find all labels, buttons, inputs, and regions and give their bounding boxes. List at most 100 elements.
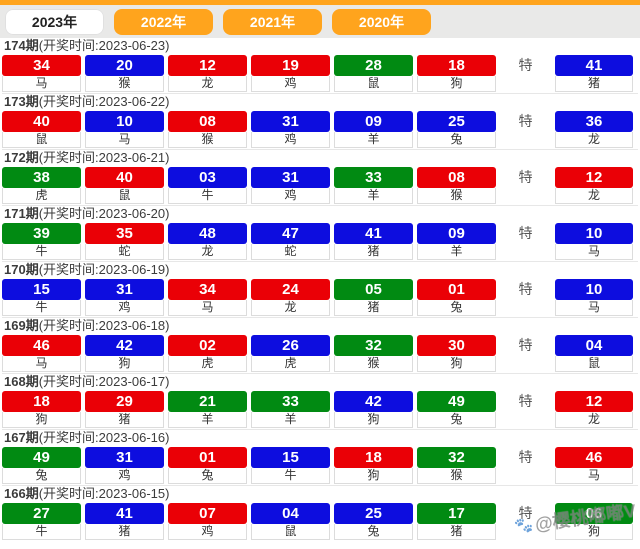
ball-zodiac: 猪 xyxy=(334,244,413,260)
ball-zodiac: 兔 xyxy=(417,132,496,148)
special-ball-cell: 10 马 xyxy=(555,279,633,316)
ball-cell: 04 鼠 xyxy=(251,503,330,540)
ball-zodiac: 鸡 xyxy=(251,188,330,204)
ball-number: 05 xyxy=(334,279,413,300)
ball-zodiac: 猴 xyxy=(334,356,413,372)
ball-zodiac: 猪 xyxy=(85,524,164,540)
ball-cell: 41 猪 xyxy=(85,503,164,540)
ball-zodiac: 龙 xyxy=(555,188,633,204)
tab-year-label: 2020年 xyxy=(358,13,405,30)
special-label: 特 xyxy=(518,505,533,521)
special-label: 特 xyxy=(518,225,533,241)
ball-number: 08 xyxy=(417,167,496,188)
ball-cell: 34 马 xyxy=(2,55,81,92)
draw-balls: 39 牛 35 蛇 48 龙 47 蛇 41 猪 09 羊 特 10 马 xyxy=(2,223,638,260)
ball-cell: 38 虎 xyxy=(2,167,81,204)
ball-cell: 41 猪 xyxy=(334,223,413,260)
ball-number: 41 xyxy=(555,55,633,76)
ball-number: 18 xyxy=(2,391,81,412)
ball-number: 08 xyxy=(168,111,247,132)
ball-number: 35 xyxy=(85,223,164,244)
draw-row: 167期(开奖时间:2023-06-16) 49 兔 31 鸡 01 兔 15 … xyxy=(2,429,638,484)
ball-number: 21 xyxy=(168,391,247,412)
ball-zodiac: 鸡 xyxy=(85,468,164,484)
ball-number: 15 xyxy=(2,279,81,300)
ball-zodiac: 马 xyxy=(168,300,247,316)
draw-row: 171期(开奖时间:2023-06-20) 39 牛 35 蛇 48 龙 47 … xyxy=(2,205,638,260)
draw-balls: 40 鼠 10 马 08 猴 31 鸡 09 羊 25 兔 特 36 龙 xyxy=(2,111,638,148)
ball-cell: 18 狗 xyxy=(2,391,81,428)
ball-zodiac: 羊 xyxy=(417,244,496,260)
ball-zodiac: 兔 xyxy=(417,412,496,428)
draw-header: 171期(开奖时间:2023-06-20) xyxy=(2,206,638,222)
ball-number: 32 xyxy=(334,335,413,356)
ball-number: 10 xyxy=(85,111,164,132)
ball-number: 03 xyxy=(168,167,247,188)
ball-zodiac: 牛 xyxy=(2,524,81,540)
tab-year-2023[interactable]: 2023年 xyxy=(5,8,104,35)
ball-zodiac: 鸡 xyxy=(168,524,247,540)
draw-row: 173期(开奖时间:2023-06-22) 40 鼠 10 马 08 猴 31 … xyxy=(2,93,638,148)
ball-cell: 33 羊 xyxy=(334,167,413,204)
draw-header: 173期(开奖时间:2023-06-22) xyxy=(2,94,638,110)
draw-date: (开奖时间:2023-06-20) xyxy=(38,206,170,221)
ball-zodiac: 兔 xyxy=(2,468,81,484)
ball-zodiac: 猴 xyxy=(85,76,164,92)
ball-cell: 32 猴 xyxy=(417,447,496,484)
tab-year-label: 2023年 xyxy=(31,13,78,30)
draw-period: 169期 xyxy=(4,318,39,333)
ball-cell: 33 羊 xyxy=(251,391,330,428)
ball-number: 09 xyxy=(334,111,413,132)
ball-zodiac: 兔 xyxy=(168,468,247,484)
ball-zodiac: 狗 xyxy=(2,412,81,428)
ball-zodiac: 猴 xyxy=(168,132,247,148)
ball-number: 25 xyxy=(417,111,496,132)
ball-zodiac: 鼠 xyxy=(85,188,164,204)
ball-zodiac: 猴 xyxy=(417,468,496,484)
ball-zodiac: 龙 xyxy=(555,412,633,428)
tab-year-2021[interactable]: 2021年 xyxy=(223,8,322,35)
ball-cell: 12 龙 xyxy=(168,55,247,92)
ball-cell: 08 猴 xyxy=(417,167,496,204)
ball-zodiac: 龙 xyxy=(251,300,330,316)
ball-cell: 02 虎 xyxy=(168,335,247,372)
draw-period: 166期 xyxy=(4,486,39,501)
draw-period: 167期 xyxy=(4,430,39,445)
ball-zodiac: 鸡 xyxy=(251,76,330,92)
ball-number: 46 xyxy=(555,447,633,468)
draw-period: 172期 xyxy=(4,150,39,165)
ball-cell: 18 狗 xyxy=(417,55,496,92)
special-ball-cell: 36 龙 xyxy=(555,111,633,148)
ball-number: 31 xyxy=(85,279,164,300)
draw-balls: 38 虎 40 鼠 03 牛 31 鸡 33 羊 08 猴 特 12 龙 xyxy=(2,167,638,204)
ball-number: 32 xyxy=(417,447,496,468)
ball-zodiac: 马 xyxy=(555,244,633,260)
ball-zodiac: 虎 xyxy=(251,356,330,372)
tab-year-2020[interactable]: 2020年 xyxy=(332,8,431,35)
year-tabbar: 2023年 2022年 2021年 2020年 xyxy=(0,5,640,38)
draw-period: 170期 xyxy=(4,262,39,277)
tab-year-2022[interactable]: 2022年 xyxy=(114,8,213,35)
ball-cell: 42 狗 xyxy=(334,391,413,428)
ball-zodiac: 羊 xyxy=(334,188,413,204)
ball-cell: 25 兔 xyxy=(417,111,496,148)
ball-cell: 31 鸡 xyxy=(251,111,330,148)
ball-cell: 28 鼠 xyxy=(334,55,413,92)
ball-number: 10 xyxy=(555,223,633,244)
ball-zodiac: 鼠 xyxy=(2,132,81,148)
ball-zodiac: 羊 xyxy=(334,132,413,148)
ball-number: 31 xyxy=(251,167,330,188)
ball-zodiac: 鼠 xyxy=(334,76,413,92)
special-label: 特 xyxy=(518,169,533,185)
ball-cell: 34 马 xyxy=(168,279,247,316)
ball-zodiac: 狗 xyxy=(417,356,496,372)
ball-cell: 49 兔 xyxy=(417,391,496,428)
special-ball-cell: 04 鼠 xyxy=(555,335,633,372)
draw-balls: 27 牛 41 猪 07 鸡 04 鼠 25 兔 17 猪 特 06 狗 xyxy=(2,503,638,540)
ball-number: 10 xyxy=(555,279,633,300)
ball-number: 49 xyxy=(2,447,81,468)
ball-number: 01 xyxy=(417,279,496,300)
ball-zodiac: 猪 xyxy=(555,76,633,92)
ball-cell: 31 鸡 xyxy=(85,279,164,316)
ball-number: 40 xyxy=(85,167,164,188)
